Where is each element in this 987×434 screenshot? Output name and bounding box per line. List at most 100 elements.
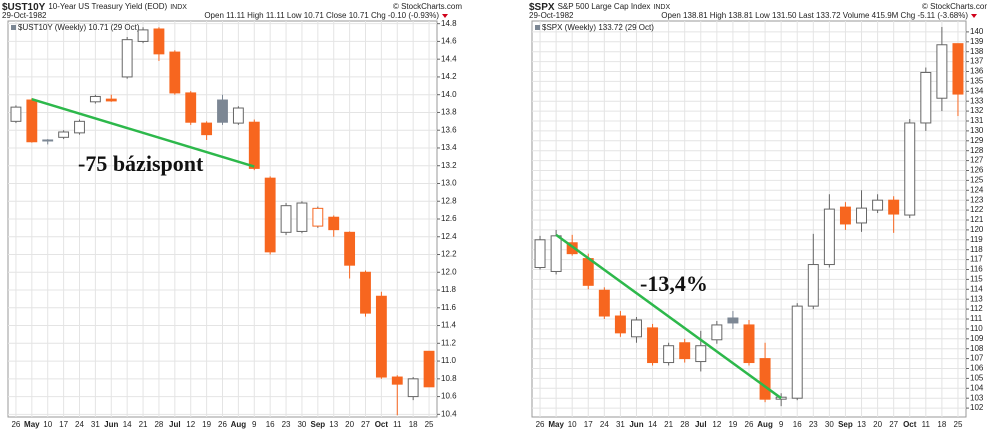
candle-body [534,239,546,269]
y-tick-label: 122 [970,205,984,214]
candle-body [839,206,851,225]
x-tick-label: May [24,420,40,429]
trendline [555,233,782,400]
y-tick-label: 12.6 [441,214,457,223]
candle-body [153,28,165,55]
candle-body [872,199,884,211]
date: 29-Oct-1982 [2,11,47,20]
y-tick-label: 138 [970,47,984,56]
candle-body [375,295,387,378]
legend-icon [11,25,16,30]
candle-body [105,98,117,102]
candle-body [614,315,626,334]
chart-title: $UST10Y 10-Year US Treasury Yield (EOD) IN… [2,2,187,13]
y-tick-label: 123 [970,195,984,204]
x-tick-label: Jul [695,420,707,429]
y-tick-label: 125 [970,175,984,184]
x-tick-label: Oct [903,420,917,429]
candle-body [807,264,819,307]
y-tick-label: 104 [970,383,984,392]
candle-body [856,207,868,224]
x-tick-label: 17 [59,420,68,429]
y-tick-label: 14.6 [441,37,457,46]
candle-body [550,235,562,272]
x-tick-label: 24 [600,420,609,429]
y-tick-label: 124 [970,185,984,194]
candle-body [74,120,85,134]
chart-panel: $UST10Y 10-Year US Treasury Yield (EOD) IN… [2,2,462,429]
y-tick-label: 139 [970,37,984,46]
y-tick-label: 12.8 [441,196,457,205]
x-tick-label: 30 [825,420,834,429]
trendline [31,97,255,168]
x-tick-label: 20 [345,420,354,429]
x-tick-label: Jul [169,420,181,429]
x-tick-label: 16 [266,420,275,429]
candle-body [26,99,38,143]
y-tick-label: 119 [970,235,983,244]
candle-body [727,317,739,324]
candle-body [344,231,356,266]
x-tick-label: 26 [218,420,227,429]
y-tick-label: 108 [970,344,984,353]
candle-body [936,44,948,99]
candle-body [328,216,340,231]
x-tick-label: Sep [838,420,853,429]
exchange: INDX [170,4,187,11]
x-tick-label: 23 [809,420,818,429]
y-tick-label: 10.6 [441,392,457,401]
x-tick-label: 18 [409,420,418,429]
x-tick-label: 28 [680,420,689,429]
candle-body [679,342,691,360]
index-name: 10-Year US Treasury Yield (EOD) [48,2,167,11]
y-tick-label: 13.6 [441,125,457,134]
y-tick-label: 114 [970,284,983,293]
y-tick-label: 11.6 [441,303,457,312]
candle-body [952,43,964,95]
y-tick-label: 102 [970,403,984,412]
x-tick-label: 27 [889,420,898,429]
candle-body [264,177,276,253]
x-tick-label: 12 [712,420,721,429]
x-tick-label: 9 [252,420,257,429]
x-tick-label: 19 [728,420,737,429]
x-tick-label: 20 [873,420,882,429]
x-tick-label: 21 [139,420,148,429]
annotation: -75 bázispont [78,151,204,176]
y-tick-label: 107 [970,354,984,363]
y-tick-label: 106 [970,364,984,373]
x-tick-label: 11 [922,420,931,429]
y-tick-label: 130 [970,126,984,135]
x-tick-label: 24 [75,420,84,429]
candle-body [823,208,835,266]
x-tick-label: Sep [310,420,325,429]
x-tick-label: 25 [425,420,434,429]
x-tick-label: 13 [329,420,338,429]
y-tick-label: 109 [970,334,984,343]
x-tick-label: 18 [937,420,946,429]
y-tick-label: 12.4 [441,232,457,241]
y-tick-label: 117 [970,255,983,264]
candle-body [711,324,723,341]
candle-body [598,289,610,317]
y-tick-label: 116 [970,265,983,274]
y-tick-label: 103 [970,393,984,402]
x-tick-label: 28 [154,420,163,429]
candle-body [137,29,149,42]
x-tick-label: 10 [568,420,577,429]
candle-body [232,107,244,124]
candle-body [407,378,419,398]
y-tick-label: 14.4 [441,54,457,63]
change-arrow [971,14,977,18]
y-tick-label: 115 [970,274,983,283]
x-tick-label: 16 [793,420,802,429]
y-tick-label: 14.0 [441,90,457,99]
y-tick-label: 140 [970,27,984,36]
x-tick-label: 26 [536,420,545,429]
y-tick-label: 134 [970,86,984,95]
y-tick-label: 12.2 [441,250,457,259]
x-tick-label: Aug [757,420,773,429]
y-tick-label: 127 [970,156,984,165]
x-tick-label: 21 [664,420,673,429]
y-tick-label: 105 [970,373,984,382]
